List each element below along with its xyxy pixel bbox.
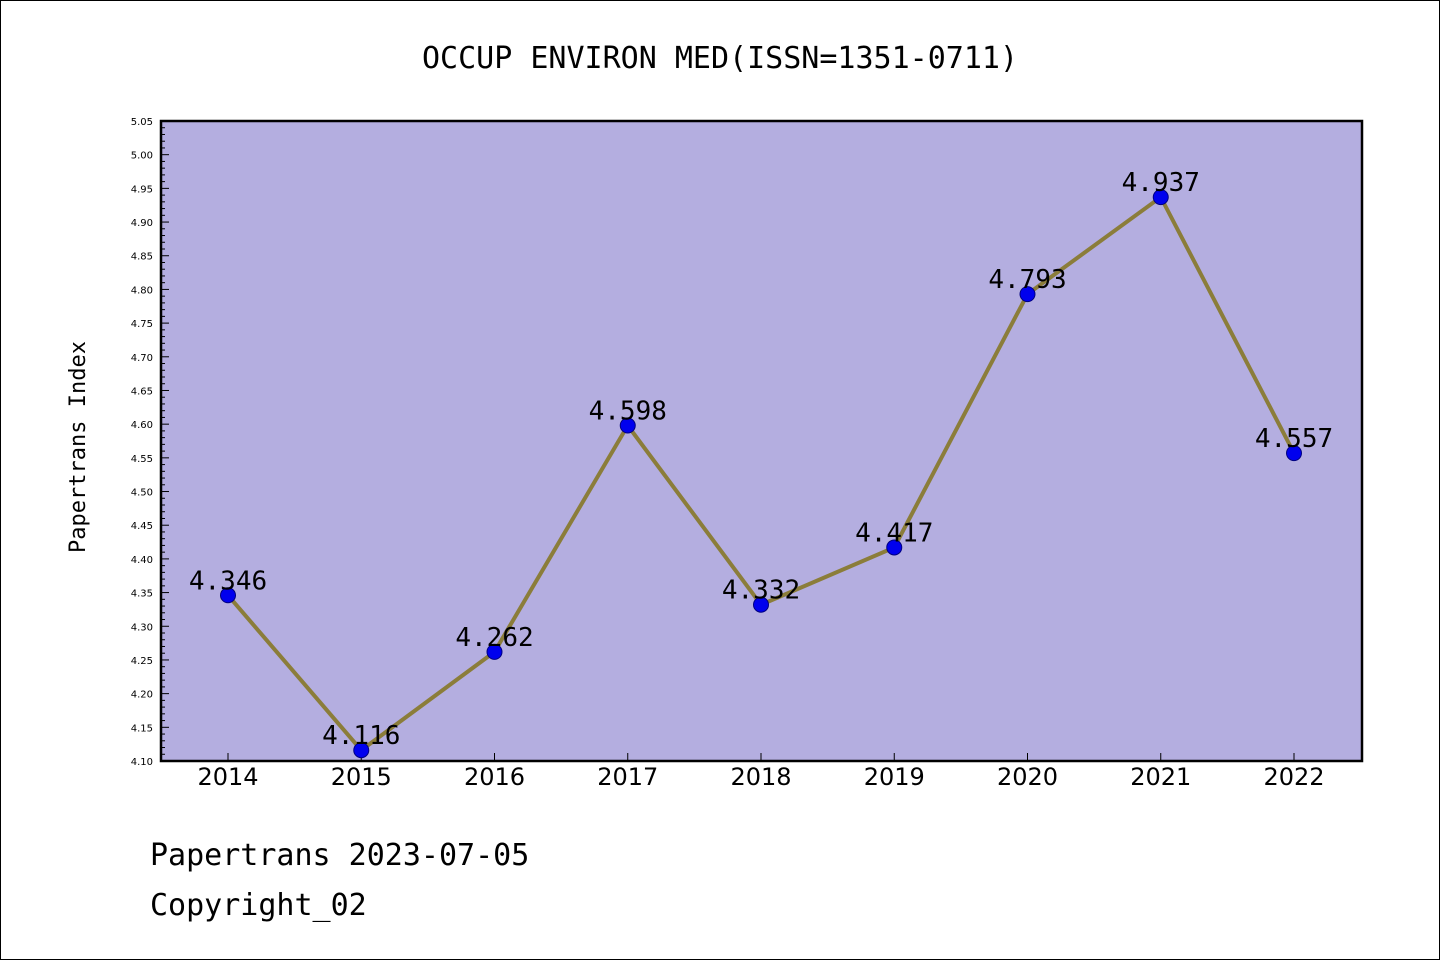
x-tick-label: 2021	[1130, 763, 1191, 791]
y-tick-label: 4.30	[131, 622, 153, 633]
data-point	[1019, 286, 1036, 303]
plot-area	[161, 121, 1362, 761]
data-point	[353, 742, 370, 759]
data-point	[486, 643, 503, 660]
data-point	[1152, 189, 1169, 206]
y-tick-label: 4.35	[131, 589, 153, 600]
data-label: 4.346	[189, 566, 267, 596]
data-label: 4.793	[988, 265, 1066, 295]
data-point	[753, 596, 769, 613]
data-label: 4.262	[455, 623, 533, 653]
x-axis-ticks: 2014 2015 2016 2017 2018 2019 2020 2021 2022	[197, 753, 1325, 791]
y-tick-label: 4.70	[131, 353, 153, 364]
footer-copyright: Copyright_02	[150, 888, 367, 923]
y-tick-label: 4.50	[131, 488, 153, 499]
footer-date: Papertrans 2023-07-05	[150, 838, 529, 873]
y-tick-label: 4.90	[131, 218, 153, 229]
x-tick-label: 2017	[597, 763, 658, 791]
y-tick-label: 4.25	[131, 656, 153, 667]
y-tick-label: 4.75	[131, 319, 153, 330]
y-tick-label: 5.05	[131, 117, 153, 128]
data-point	[886, 539, 903, 556]
y-tick-label: 4.40	[131, 555, 153, 566]
data-label: 4.557	[1255, 424, 1333, 454]
data-point	[619, 417, 636, 434]
data-point	[220, 587, 236, 604]
plot-border	[159, 119, 1364, 763]
data-series: 4.346 4.116 4.262 4.598 4.332 4.417 4.793 4.937…	[189, 168, 1333, 759]
y-tick-label: 4.80	[131, 285, 153, 296]
x-tick-label: 2018	[730, 763, 791, 791]
x-tick-label: 2016	[464, 763, 525, 791]
y-tick-label: 4.10	[131, 757, 153, 768]
y-axis-label: Papertrans Index	[66, 341, 91, 553]
y-tick-label: 4.45	[131, 521, 153, 532]
data-label: 4.332	[722, 576, 800, 606]
y-tick-label: 4.60	[131, 420, 153, 431]
y-tick-label: 4.20	[131, 690, 153, 701]
y-tick-label: 4.15	[131, 723, 153, 734]
y-tick-label: 4.95	[131, 184, 153, 195]
y-tick-label: 4.55	[131, 454, 153, 465]
y-tick-label: 4.85	[131, 252, 153, 263]
chart-title: OCCUP ENVIRON MED(ISSN=1351-0711)	[422, 41, 1018, 76]
x-tick-label: 2020	[997, 763, 1058, 791]
data-point	[1286, 445, 1302, 462]
x-tick-label: 2015	[331, 763, 392, 791]
x-tick-label: 2014	[197, 763, 258, 791]
data-label: 4.598	[589, 397, 667, 427]
x-tick-label: 2022	[1263, 763, 1324, 791]
data-label: 4.116	[322, 721, 400, 751]
y-tick-label: 5.00	[131, 151, 153, 162]
data-label: 4.937	[1122, 168, 1200, 198]
y-tick-label: 4.65	[131, 386, 153, 397]
x-tick-label: 2019	[864, 763, 925, 791]
data-label: 4.417	[855, 518, 933, 548]
